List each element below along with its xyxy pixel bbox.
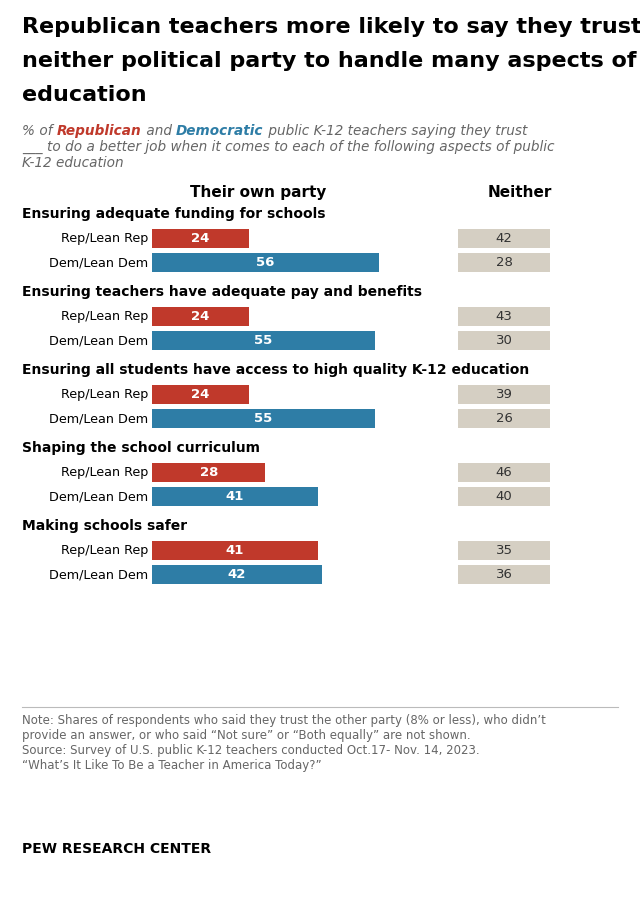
- Text: 28: 28: [495, 256, 513, 269]
- Text: Neither: Neither: [488, 185, 552, 200]
- Bar: [458, 565, 550, 584]
- Text: Ensuring adequate funding for schools: Ensuring adequate funding for schools: [22, 207, 326, 221]
- Text: public K-12 teachers saying they trust: public K-12 teachers saying they trust: [264, 124, 527, 138]
- Bar: [458, 307, 550, 326]
- Text: Ensuring all students have access to high quality K-12 education: Ensuring all students have access to hig…: [22, 363, 529, 377]
- Bar: [458, 409, 550, 428]
- Text: 24: 24: [191, 388, 210, 401]
- Text: 41: 41: [226, 544, 244, 557]
- Text: 35: 35: [495, 544, 513, 557]
- Text: Making schools safer: Making schools safer: [22, 519, 187, 533]
- Text: 43: 43: [495, 310, 513, 323]
- Text: 24: 24: [191, 310, 210, 323]
- Bar: [458, 253, 550, 272]
- Text: Shaping the school curriculum: Shaping the school curriculum: [22, 441, 260, 455]
- Text: PEW RESEARCH CENTER: PEW RESEARCH CENTER: [22, 842, 211, 856]
- Text: Dem/Lean Dem: Dem/Lean Dem: [49, 490, 148, 503]
- Text: % of: % of: [22, 124, 57, 138]
- Bar: [152, 487, 318, 506]
- Text: “What’s It Like To Be a Teacher in America Today?”: “What’s It Like To Be a Teacher in Ameri…: [22, 759, 322, 772]
- Text: provide an answer, or who said “Not sure” or “Both equally” are not shown.: provide an answer, or who said “Not sure…: [22, 729, 470, 742]
- Text: 56: 56: [256, 256, 275, 269]
- Text: Democratic: Democratic: [176, 124, 264, 138]
- Bar: [152, 409, 375, 428]
- Text: 30: 30: [495, 334, 513, 347]
- Text: education: education: [22, 85, 147, 105]
- Text: 24: 24: [191, 232, 210, 245]
- Bar: [152, 253, 379, 272]
- Bar: [458, 487, 550, 506]
- Text: 41: 41: [226, 490, 244, 503]
- Text: 46: 46: [495, 466, 513, 479]
- Bar: [458, 229, 550, 248]
- Bar: [458, 541, 550, 560]
- Text: Rep/Lean Rep: Rep/Lean Rep: [61, 232, 148, 245]
- Text: K-12 education: K-12 education: [22, 156, 124, 170]
- Text: neither political party to handle many aspects of K-12: neither political party to handle many a…: [22, 51, 640, 71]
- Bar: [152, 565, 322, 584]
- Text: Their own party: Their own party: [190, 185, 326, 200]
- Text: Source: Survey of U.S. public K-12 teachers conducted Oct.17- Nov. 14, 2023.: Source: Survey of U.S. public K-12 teach…: [22, 744, 479, 757]
- Bar: [152, 541, 318, 560]
- Text: Rep/Lean Rep: Rep/Lean Rep: [61, 310, 148, 323]
- Text: Ensuring teachers have adequate pay and benefits: Ensuring teachers have adequate pay and …: [22, 285, 422, 299]
- Text: Republican teachers more likely to say they trust: Republican teachers more likely to say t…: [22, 17, 640, 37]
- Text: 55: 55: [254, 334, 273, 347]
- Text: Dem/Lean Dem: Dem/Lean Dem: [49, 334, 148, 347]
- Text: Dem/Lean Dem: Dem/Lean Dem: [49, 412, 148, 425]
- Bar: [458, 331, 550, 350]
- Text: 26: 26: [495, 412, 513, 425]
- Bar: [152, 307, 249, 326]
- Text: 39: 39: [495, 388, 513, 401]
- Text: Republican: Republican: [57, 124, 141, 138]
- Text: and: and: [141, 124, 176, 138]
- Bar: [458, 463, 550, 482]
- Text: 42: 42: [228, 568, 246, 581]
- Text: Dem/Lean Dem: Dem/Lean Dem: [49, 568, 148, 581]
- Text: Rep/Lean Rep: Rep/Lean Rep: [61, 544, 148, 557]
- Bar: [152, 229, 249, 248]
- Text: Note: Shares of respondents who said they trust the other party (8% or less), wh: Note: Shares of respondents who said the…: [22, 714, 546, 727]
- Bar: [152, 385, 249, 404]
- Text: Rep/Lean Rep: Rep/Lean Rep: [61, 466, 148, 479]
- Bar: [152, 463, 266, 482]
- Text: ___ to do a better job when it comes to each of the following aspects of public: ___ to do a better job when it comes to …: [22, 140, 554, 154]
- Text: Rep/Lean Rep: Rep/Lean Rep: [61, 388, 148, 401]
- Bar: [152, 331, 375, 350]
- Text: 42: 42: [495, 232, 513, 245]
- Text: 36: 36: [495, 568, 513, 581]
- Bar: [458, 385, 550, 404]
- Text: 40: 40: [495, 490, 513, 503]
- Text: 28: 28: [200, 466, 218, 479]
- Text: Dem/Lean Dem: Dem/Lean Dem: [49, 256, 148, 269]
- Text: 55: 55: [254, 412, 273, 425]
